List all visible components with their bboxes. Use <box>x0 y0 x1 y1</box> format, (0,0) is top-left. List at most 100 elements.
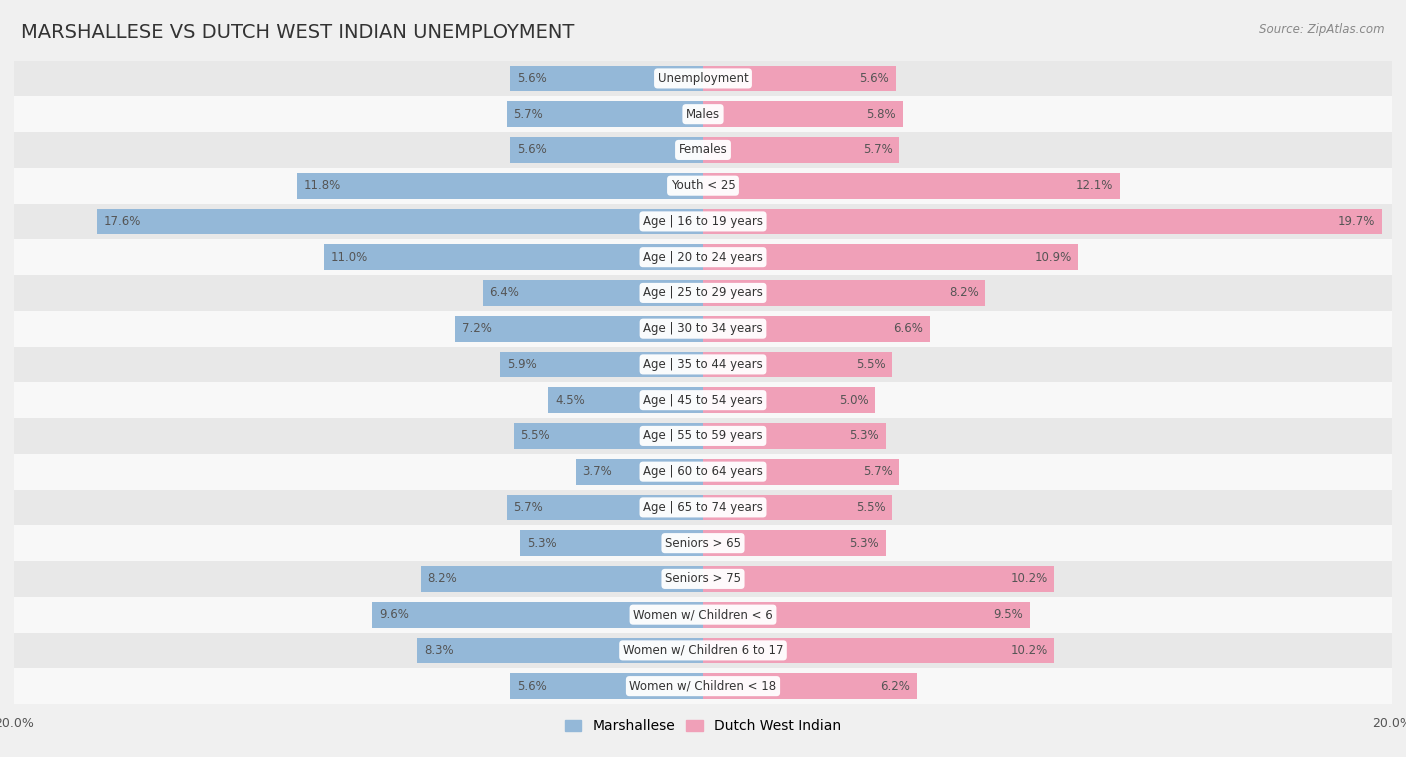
Bar <box>510 66 703 92</box>
Text: 5.3%: 5.3% <box>849 537 879 550</box>
Bar <box>703 602 1031 628</box>
Bar <box>510 137 703 163</box>
Bar <box>703 459 900 484</box>
Text: 5.6%: 5.6% <box>859 72 889 85</box>
Bar <box>323 245 703 270</box>
Bar <box>297 173 703 198</box>
Text: 8.2%: 8.2% <box>427 572 457 585</box>
Bar <box>14 132 1392 168</box>
Text: 19.7%: 19.7% <box>1337 215 1375 228</box>
Text: 5.8%: 5.8% <box>866 107 896 120</box>
Text: 5.7%: 5.7% <box>863 465 893 478</box>
Text: 5.7%: 5.7% <box>513 107 543 120</box>
Text: 11.0%: 11.0% <box>330 251 368 263</box>
Text: 20.0%: 20.0% <box>1372 717 1406 730</box>
Text: 8.3%: 8.3% <box>425 644 454 657</box>
Text: 5.6%: 5.6% <box>517 72 547 85</box>
Text: 5.7%: 5.7% <box>863 143 893 157</box>
Bar <box>703 673 917 699</box>
Text: Unemployment: Unemployment <box>658 72 748 85</box>
Bar <box>14 382 1392 418</box>
Text: 4.5%: 4.5% <box>555 394 585 407</box>
Bar <box>703 566 1054 592</box>
Bar <box>703 531 886 556</box>
Bar <box>373 602 703 628</box>
Bar <box>14 633 1392 668</box>
Text: Age | 25 to 29 years: Age | 25 to 29 years <box>643 286 763 300</box>
Text: 11.8%: 11.8% <box>304 179 340 192</box>
Bar <box>482 280 703 306</box>
Bar <box>506 494 703 520</box>
Bar <box>703 66 896 92</box>
Bar <box>499 351 703 377</box>
Text: Women w/ Children < 6: Women w/ Children < 6 <box>633 608 773 621</box>
Text: Seniors > 75: Seniors > 75 <box>665 572 741 585</box>
Bar <box>14 275 1392 311</box>
Bar <box>14 453 1392 490</box>
Text: 8.2%: 8.2% <box>949 286 979 300</box>
Text: 5.6%: 5.6% <box>517 143 547 157</box>
Text: 5.6%: 5.6% <box>517 680 547 693</box>
Text: 5.5%: 5.5% <box>856 501 886 514</box>
Bar <box>97 208 703 235</box>
Text: Youth < 25: Youth < 25 <box>671 179 735 192</box>
Text: MARSHALLESE VS DUTCH WEST INDIAN UNEMPLOYMENT: MARSHALLESE VS DUTCH WEST INDIAN UNEMPLO… <box>21 23 575 42</box>
Text: Age | 16 to 19 years: Age | 16 to 19 years <box>643 215 763 228</box>
Bar <box>703 637 1054 663</box>
Bar <box>14 311 1392 347</box>
Bar <box>14 668 1392 704</box>
Bar <box>703 137 900 163</box>
Bar <box>14 597 1392 633</box>
Text: Age | 65 to 74 years: Age | 65 to 74 years <box>643 501 763 514</box>
Bar <box>14 525 1392 561</box>
Bar <box>14 168 1392 204</box>
Bar <box>575 459 703 484</box>
Text: Women w/ Children < 18: Women w/ Children < 18 <box>630 680 776 693</box>
Bar <box>14 418 1392 453</box>
Text: 10.9%: 10.9% <box>1035 251 1071 263</box>
Bar <box>703 494 893 520</box>
Text: 5.9%: 5.9% <box>506 358 537 371</box>
Text: Source: ZipAtlas.com: Source: ZipAtlas.com <box>1260 23 1385 36</box>
Bar <box>14 204 1392 239</box>
Bar <box>14 61 1392 96</box>
Bar <box>510 673 703 699</box>
Text: 6.4%: 6.4% <box>489 286 519 300</box>
Bar <box>703 351 893 377</box>
Text: 5.0%: 5.0% <box>839 394 869 407</box>
Bar <box>703 316 931 341</box>
Bar <box>14 490 1392 525</box>
Legend: Marshallese, Dutch West Indian: Marshallese, Dutch West Indian <box>560 714 846 739</box>
Bar <box>703 423 886 449</box>
Bar <box>703 173 1119 198</box>
Text: Seniors > 65: Seniors > 65 <box>665 537 741 550</box>
Text: Women w/ Children 6 to 17: Women w/ Children 6 to 17 <box>623 644 783 657</box>
Bar <box>703 101 903 127</box>
Bar <box>14 347 1392 382</box>
Text: Age | 35 to 44 years: Age | 35 to 44 years <box>643 358 763 371</box>
Text: Age | 45 to 54 years: Age | 45 to 54 years <box>643 394 763 407</box>
Text: 7.2%: 7.2% <box>461 322 492 335</box>
Text: Age | 55 to 59 years: Age | 55 to 59 years <box>643 429 763 442</box>
Text: 9.5%: 9.5% <box>994 608 1024 621</box>
Bar <box>456 316 703 341</box>
Text: Males: Males <box>686 107 720 120</box>
Bar <box>14 561 1392 597</box>
Bar <box>520 531 703 556</box>
Text: 5.3%: 5.3% <box>527 537 557 550</box>
Bar <box>14 96 1392 132</box>
Bar <box>14 239 1392 275</box>
Text: Age | 20 to 24 years: Age | 20 to 24 years <box>643 251 763 263</box>
Text: 10.2%: 10.2% <box>1011 644 1047 657</box>
Text: 17.6%: 17.6% <box>104 215 141 228</box>
Bar <box>513 423 703 449</box>
Text: Age | 60 to 64 years: Age | 60 to 64 years <box>643 465 763 478</box>
Bar <box>703 208 1382 235</box>
Text: Age | 30 to 34 years: Age | 30 to 34 years <box>643 322 763 335</box>
Text: 20.0%: 20.0% <box>0 717 34 730</box>
Bar <box>548 388 703 413</box>
Bar <box>420 566 703 592</box>
Text: 10.2%: 10.2% <box>1011 572 1047 585</box>
Bar <box>703 245 1078 270</box>
Text: 5.7%: 5.7% <box>513 501 543 514</box>
